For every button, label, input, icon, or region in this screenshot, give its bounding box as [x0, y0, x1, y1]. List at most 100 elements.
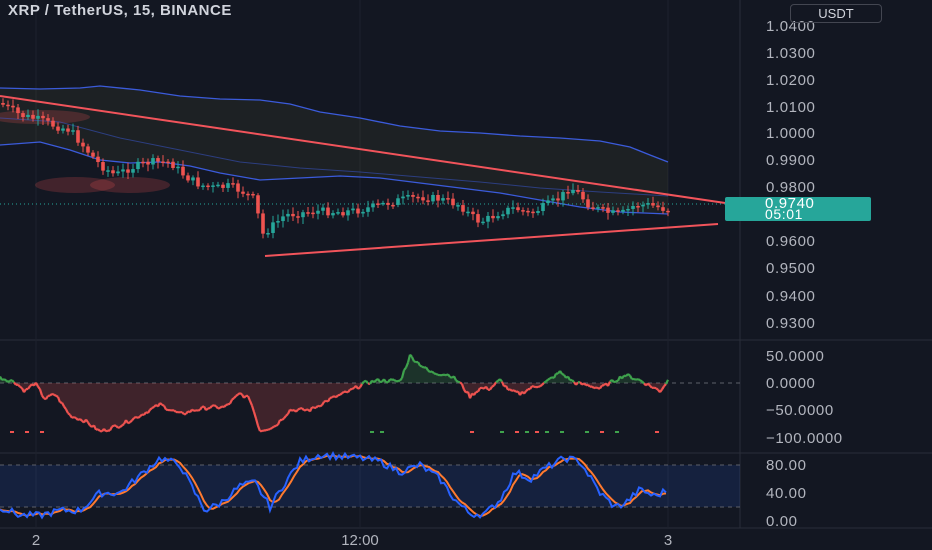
oscillator-line — [159, 402, 163, 406]
oscillator-line — [499, 378, 503, 383]
candle-body — [206, 185, 210, 188]
oscillator-line — [561, 372, 565, 376]
candle-body — [271, 222, 275, 233]
candle-body — [456, 205, 460, 207]
candle-body — [151, 158, 155, 165]
oscillator-line — [189, 408, 193, 413]
candle-body — [261, 213, 265, 234]
oscillator-line — [613, 380, 617, 384]
oscillator-line — [235, 393, 239, 397]
oscillator-line — [489, 386, 493, 391]
oscillator-line — [525, 388, 529, 392]
time-axis[interactable]: 2 12:00 3 — [32, 532, 672, 549]
supply-zone — [35, 177, 115, 193]
oscillator-line — [45, 395, 49, 400]
oscillator-line — [311, 406, 315, 409]
oscillator-line — [295, 408, 299, 413]
oscillator-line — [541, 382, 545, 386]
stoch-band — [0, 465, 740, 507]
oscillator-line — [485, 386, 489, 391]
oscillator-line — [117, 426, 121, 429]
oscillator-line — [243, 395, 247, 399]
oscillator-line — [193, 409, 197, 413]
candle-body — [126, 169, 130, 173]
oscillator-line — [457, 380, 461, 384]
oscillator-line — [363, 379, 367, 383]
oscillator-line — [410, 356, 416, 362]
candle-body — [441, 198, 445, 201]
oscillator-line — [361, 380, 365, 385]
oscillator-line — [147, 409, 151, 414]
signal-marker — [545, 431, 549, 433]
signal-marker — [470, 431, 474, 433]
oscillator-line — [500, 381, 506, 387]
oscillator-line — [276, 419, 282, 426]
candle-body — [201, 185, 205, 188]
oscillator-tick-label: −100.0000 — [766, 430, 843, 447]
oscillator-line — [135, 415, 139, 419]
oscillator-line — [79, 418, 83, 422]
oscillator-line — [511, 389, 515, 393]
candle-body — [606, 207, 610, 213]
oscillator-line — [199, 406, 203, 411]
oscillator-line — [65, 408, 69, 414]
candle-body — [481, 221, 485, 224]
resistance-trendline — [0, 95, 733, 205]
candle-body — [111, 170, 115, 174]
candle-body — [191, 177, 195, 181]
oscillator-tick-label: 50.0000 — [766, 348, 824, 365]
signal-marker — [370, 431, 374, 433]
oscillator-line — [143, 411, 147, 416]
candle-body — [651, 203, 655, 206]
price-tick-label: 0.9500 — [766, 260, 815, 277]
oscillator-pane[interactable] — [0, 353, 740, 433]
price-pane[interactable] — [0, 85, 740, 257]
stochastic-pane[interactable] — [0, 450, 740, 520]
candle-body — [56, 126, 60, 131]
oscillator-line — [0, 375, 3, 381]
oscillator-line — [333, 395, 337, 399]
currency-button[interactable]: USDT — [790, 4, 882, 23]
oscillator-line — [441, 373, 445, 377]
oscillator-line — [399, 377, 403, 382]
oscillator-line — [297, 407, 301, 411]
candle-body — [231, 183, 235, 185]
oscillator-line — [191, 408, 195, 412]
candle-body — [586, 199, 590, 208]
oscillator-line — [67, 412, 71, 416]
symbol-title[interactable]: XRP / TetherUS, 15, BINANCE — [8, 2, 232, 19]
oscillator-line — [627, 373, 631, 377]
oscillator-line — [9, 379, 13, 382]
oscillator-line — [552, 373, 558, 379]
signal-marker — [40, 431, 44, 433]
signal-marker — [600, 431, 604, 433]
candle-body — [466, 211, 470, 214]
oscillator-line — [187, 410, 191, 414]
oscillator-line — [89, 424, 93, 428]
oscillator-line — [211, 404, 215, 407]
oscillator-line — [339, 392, 343, 396]
oscillator-line — [587, 384, 591, 388]
candle-body — [366, 207, 370, 212]
candle-body — [406, 195, 410, 197]
oscillator-line — [665, 379, 669, 385]
oscillator-line — [591, 385, 595, 390]
oscillator-line — [197, 408, 201, 412]
candle-body — [141, 161, 145, 164]
oscillator-line — [205, 407, 209, 412]
stochastic-tick-label: 40.00 — [766, 485, 807, 502]
oscillator-line — [373, 379, 377, 384]
candle-body — [381, 202, 385, 205]
oscillator-line — [237, 392, 241, 396]
oscillator-line — [341, 390, 345, 395]
oscillator-line — [97, 428, 101, 432]
price-tick-label: 1.0300 — [766, 45, 815, 62]
candle-body — [41, 115, 45, 119]
oscillator-line — [581, 382, 585, 386]
candle-body — [196, 177, 200, 187]
oscillator-line — [493, 381, 497, 387]
candle-body — [616, 210, 620, 212]
candle-body — [461, 205, 465, 212]
